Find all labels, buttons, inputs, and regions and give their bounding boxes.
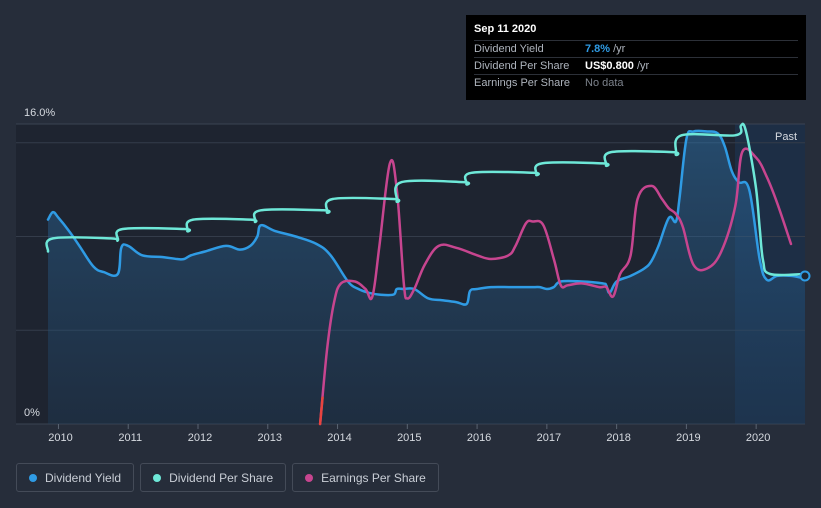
dividend-per-share-line <box>45 122 807 277</box>
legend-label: Dividend Yield <box>45 470 122 485</box>
legend-dividend-yield[interactable]: Dividend Yield <box>16 463 135 492</box>
legend-earnings-per-share[interactable]: Earnings Per Share <box>292 463 439 492</box>
chart-legend: Dividend Yield Dividend Per Share Earnin… <box>16 463 439 492</box>
current-point-marker[interactable] <box>799 270 811 282</box>
tooltip-unit: /yr <box>636 60 650 72</box>
tooltip-value: US$0.800 <box>585 60 634 72</box>
x-tick-label: 2014 <box>327 432 351 444</box>
x-tick-label: 2020 <box>746 432 770 444</box>
tooltip-label: Earnings Per Share <box>474 77 570 89</box>
legend-dot-icon <box>29 473 37 482</box>
tooltip-label: Dividend Yield <box>474 43 544 55</box>
tooltip-row-dividend-per-share: Dividend Per Share US$0.800 /yr <box>474 57 798 74</box>
dividend-yield-area <box>48 130 805 424</box>
y-axis-top-label: 16.0% <box>24 107 55 119</box>
tooltip-row-dividend-yield: Dividend Yield 7.8% /yr <box>474 40 798 57</box>
y-axis-bottom-label: 0% <box>24 407 40 419</box>
tooltip-value: No data <box>585 77 624 89</box>
legend-label: Dividend Per Share <box>169 470 274 485</box>
x-tick-label: 2015 <box>397 432 421 444</box>
legend-dot-icon <box>153 473 162 482</box>
x-tick-label: 2013 <box>258 432 282 444</box>
x-tick-label: 2017 <box>537 432 561 444</box>
tooltip-row-earnings-per-share: Earnings Per Share No data <box>474 74 798 91</box>
tooltip-label: Dividend Per Share <box>474 60 570 72</box>
earnings-per-share-negative-segment <box>318 396 324 426</box>
legend-dot-icon <box>305 473 314 482</box>
dividend-yield-line <box>46 129 807 306</box>
earnings-per-share-line <box>318 147 793 426</box>
series-layer <box>45 122 807 426</box>
x-tick-label: 2010 <box>48 432 72 444</box>
x-tick-label: 2018 <box>606 432 630 444</box>
x-tick-label: 2012 <box>188 432 212 444</box>
x-tick-label: 2016 <box>467 432 491 444</box>
past-label: Past <box>775 131 797 143</box>
tooltip-date: Sep 11 2020 <box>474 23 537 35</box>
tooltip-unit: /yr <box>613 43 626 55</box>
legend-label: Earnings Per Share <box>321 470 426 485</box>
legend-dividend-per-share[interactable]: Dividend Per Share <box>140 463 287 492</box>
x-tick-label: 2019 <box>676 432 700 444</box>
x-axis: 2010 2011 2012 2013 2014 2015 2016 2017 2018 2019… <box>48 424 770 444</box>
tooltip-value: 7.8% <box>585 43 611 55</box>
data-tooltip: Sep 11 2020 Dividend Yield 7.8% /yr Divi… <box>466 15 806 100</box>
x-tick-label: 2011 <box>118 432 142 444</box>
